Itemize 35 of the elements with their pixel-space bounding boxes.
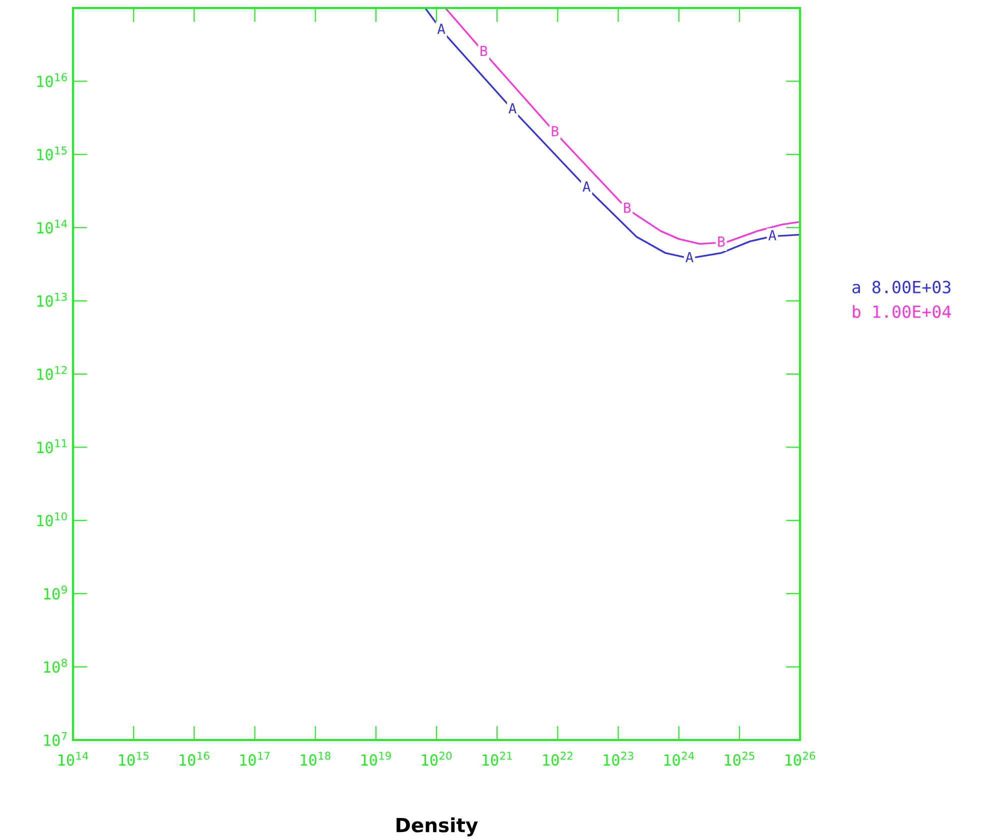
annotation: A bbox=[686, 252, 694, 262]
annotation: B bbox=[624, 202, 631, 213]
y-tick-label: 10$^{16}$ bbox=[37, 73, 67, 88]
x-tick-label: 10$^{19}$ bbox=[361, 752, 391, 766]
x-tick-label: 10$^{18}$ bbox=[300, 752, 330, 766]
y-tick-label: 10$^{14}$ bbox=[37, 220, 67, 234]
x-tick-label: 10$^{26}$ bbox=[785, 752, 816, 766]
x-tick-label: 10$^{21}$ bbox=[482, 752, 512, 766]
text: a 8.00E+03 bbox=[852, 280, 950, 294]
x-tick-label: 10$^{17}$ bbox=[240, 752, 270, 766]
annotation: B bbox=[480, 46, 488, 56]
annotation: B bbox=[718, 236, 725, 247]
y-tick-label: 10$^{11}$ bbox=[37, 439, 67, 454]
y-tick-label: 10$^{8}$ bbox=[44, 658, 67, 673]
annotation: A bbox=[768, 230, 776, 240]
x-tick-label: 10$^{20}$ bbox=[422, 752, 452, 766]
y-tick-label: 10$^{7}$ bbox=[44, 732, 67, 746]
x-tick-label: 10$^{15}$ bbox=[119, 752, 148, 766]
annotation: A bbox=[508, 103, 516, 114]
y-tick-label: 10$^{12}$ bbox=[37, 366, 67, 380]
x-tick-label: 10$^{25}$ bbox=[724, 752, 754, 766]
annotation: A bbox=[582, 182, 591, 192]
y-tick-label: 10$^{10}$ bbox=[37, 512, 67, 526]
y-tick-label: 10$^{13}$ bbox=[37, 292, 67, 307]
x-tick-label: 10$^{22}$ bbox=[543, 752, 572, 766]
x-tick-label: 10$^{23}$ bbox=[604, 752, 634, 766]
text: b 1.00E+04 bbox=[852, 305, 951, 318]
annotation: A bbox=[437, 24, 446, 34]
x-tick-label: 10$^{24}$ bbox=[664, 752, 694, 766]
annotation: B bbox=[552, 126, 558, 136]
x-tick-label: 10$^{14}$ bbox=[58, 752, 88, 766]
x-axis-title: Density bbox=[396, 817, 478, 836]
x-tick-label: 10$^{16}$ bbox=[180, 752, 210, 766]
y-tick-label: 10$^{15}$ bbox=[37, 146, 67, 160]
y-tick-label: 10$^{9}$ bbox=[44, 586, 67, 600]
